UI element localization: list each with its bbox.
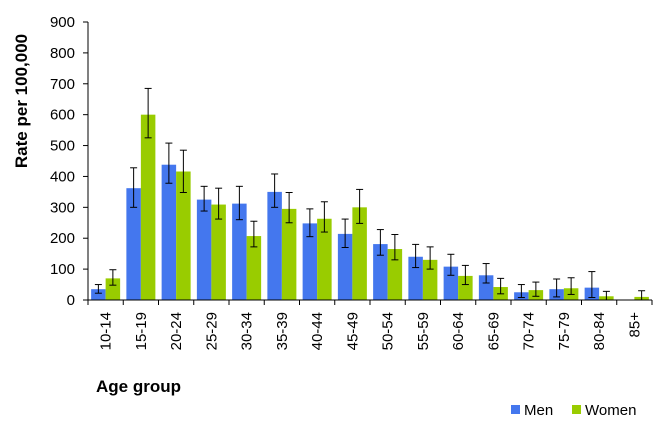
- x-tick-label: 15-19: [133, 312, 150, 350]
- y-tick-label: 400: [50, 168, 75, 185]
- x-tick-label: 65-69: [485, 312, 502, 350]
- x-tick-label: 40-44: [309, 312, 326, 350]
- x-tick-label: 10-14: [98, 312, 115, 350]
- y-tick-label: 600: [50, 107, 75, 124]
- bar: [126, 188, 141, 300]
- y-tick-label: 500: [50, 138, 75, 155]
- bar: [478, 275, 494, 300]
- bar: [408, 256, 423, 300]
- x-axis-ticks: 10-14 15-19 20-24 25-29 30-34 35-39 40-44 45-49…: [87, 300, 653, 350]
- bar: [373, 244, 388, 300]
- bar: [302, 223, 318, 300]
- x-tick-label: 25-29: [203, 312, 220, 350]
- legend-swatch: [511, 405, 520, 414]
- x-tick-label: 55-59: [415, 312, 432, 350]
- bar: [458, 275, 473, 300]
- x-axis-title: Age group: [96, 377, 181, 396]
- legend-label: Men: [524, 402, 553, 419]
- bar: [91, 289, 106, 300]
- bar: [105, 278, 121, 300]
- y-tick-label: 200: [50, 230, 75, 247]
- y-tick-label: 0: [67, 292, 75, 309]
- bar: [317, 218, 332, 300]
- bar: [246, 236, 262, 300]
- x-tick-label: 20-24: [168, 312, 185, 350]
- bar: [140, 114, 156, 301]
- x-tick-label: 80-84: [591, 312, 608, 350]
- bar: [232, 203, 247, 300]
- x-tick-label: 60-64: [450, 312, 467, 350]
- y-axis-ticks: 0 100 200 300 400 500 600 700 800 900: [50, 14, 88, 309]
- x-tick-label: 45-49: [344, 312, 361, 350]
- bar: [387, 249, 403, 300]
- bar: [352, 207, 367, 300]
- bar: [337, 233, 353, 300]
- y-tick-label: 300: [50, 199, 75, 216]
- y-tick-label: 100: [50, 261, 75, 278]
- legend-label: Women: [585, 402, 636, 419]
- x-tick-label: 35-39: [274, 312, 291, 350]
- y-tick-label: 800: [50, 45, 75, 62]
- bar: [176, 171, 191, 300]
- x-tick-label: 85+: [626, 312, 643, 338]
- x-tick-label: 30-34: [239, 312, 256, 350]
- bar: [267, 191, 282, 300]
- legend-swatch: [572, 405, 581, 414]
- bar: [161, 164, 177, 300]
- y-axis-title: Rate per 100,000: [12, 34, 31, 168]
- y-tick-label: 700: [50, 76, 75, 93]
- bar: [211, 204, 226, 300]
- bar: [281, 208, 297, 300]
- x-tick-label: 50-54: [380, 312, 397, 350]
- x-tick-label: 70-74: [521, 312, 538, 350]
- bars-layer: [91, 114, 649, 301]
- legend: Men Women: [511, 402, 636, 419]
- x-tick-label: 75-79: [556, 312, 573, 350]
- bar: [422, 259, 438, 300]
- y-tick-label: 900: [50, 14, 75, 31]
- bar: [196, 199, 212, 300]
- bar: [443, 266, 459, 300]
